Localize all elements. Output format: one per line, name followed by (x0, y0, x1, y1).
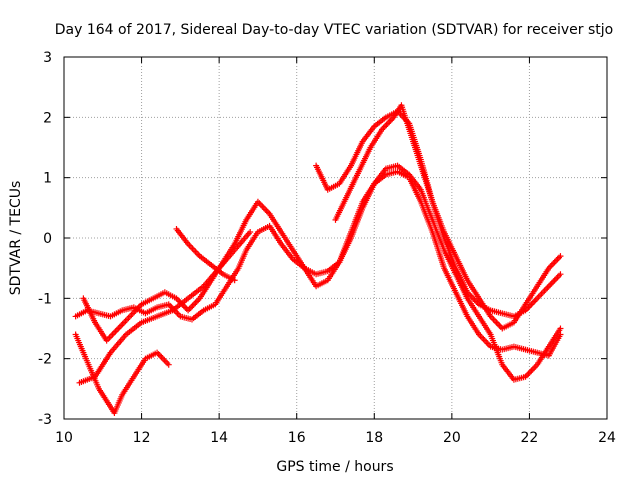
y-axis-label: SDTVAR / TECUs (8, 181, 24, 296)
grid (64, 57, 607, 419)
x-tick-label: 24 (598, 430, 616, 446)
x-tick-label: 10 (55, 430, 73, 446)
x-tick-label: 14 (210, 430, 228, 446)
y-tick-label: 3 (43, 50, 52, 66)
y-tick-label: -1 (38, 291, 52, 307)
x-tick-label: 22 (521, 430, 539, 446)
y-tick-label: 0 (43, 231, 52, 247)
y-tick-label: 1 (43, 171, 52, 187)
x-axis-label: GPS time / hours (276, 459, 393, 475)
y-tick-label: -2 (38, 352, 52, 368)
x-tick-label: 20 (443, 430, 461, 446)
data-point (165, 361, 172, 368)
x-tick-label: 12 (133, 430, 151, 446)
y-tick-label: 2 (43, 110, 52, 126)
data-point (557, 271, 564, 278)
y-tick-label: -3 (38, 412, 52, 428)
x-tick-label: 16 (288, 430, 306, 446)
chart-title: Day 164 of 2017, Sidereal Day-to-day VTE… (55, 22, 613, 38)
x-tick-label: 18 (365, 430, 383, 446)
data-point (247, 228, 254, 235)
data-marks (72, 102, 564, 416)
data-point (231, 277, 238, 284)
data-point (557, 325, 564, 332)
data-point (557, 253, 564, 260)
